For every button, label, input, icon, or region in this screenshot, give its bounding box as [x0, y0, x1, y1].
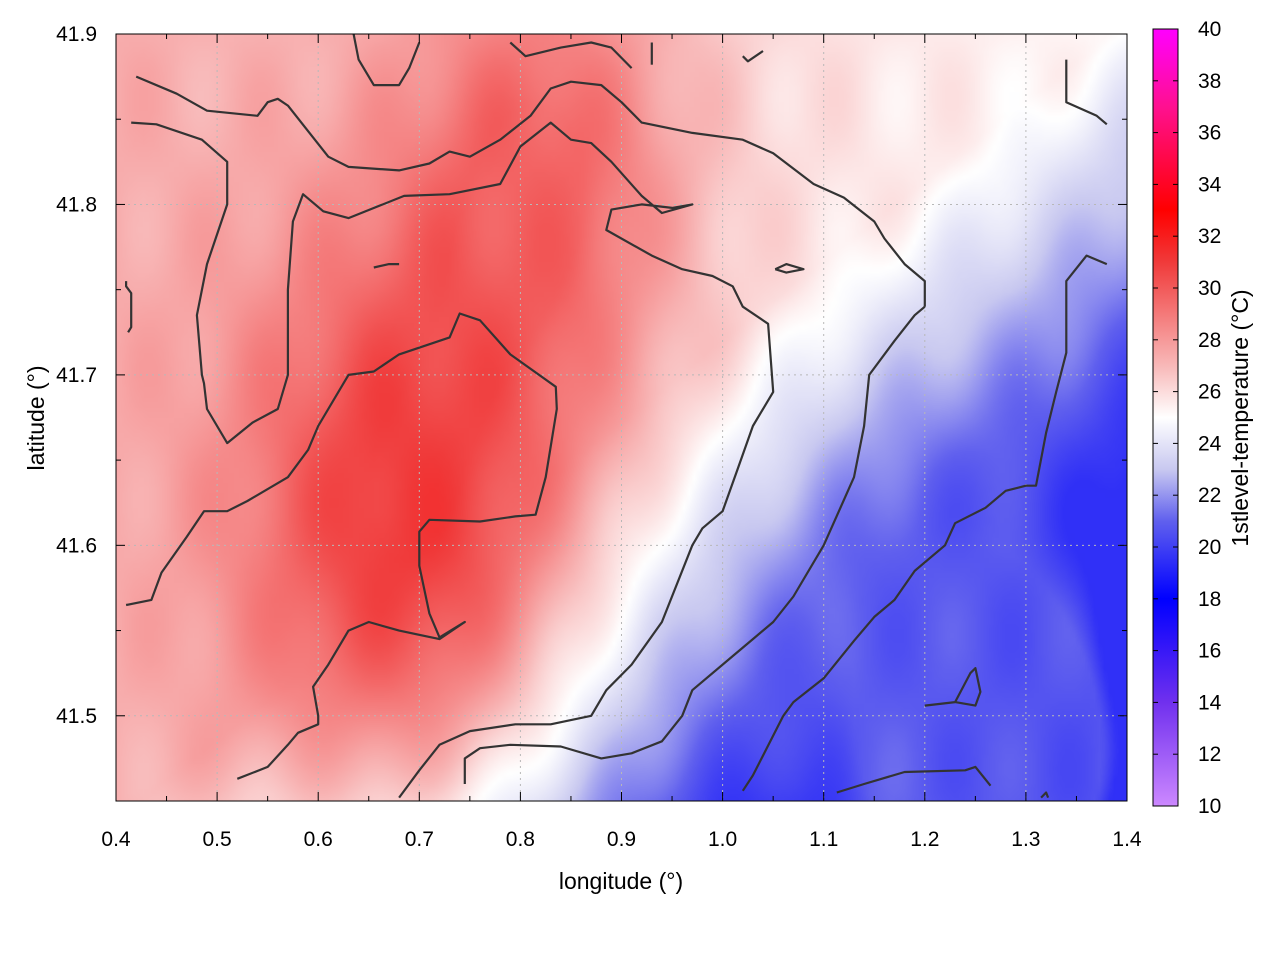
- colorbar-tick-label: 20: [1198, 536, 1221, 559]
- contour-line: [352, 34, 421, 87]
- y-tick-label: 41.9: [56, 23, 97, 46]
- contour-line: [774, 263, 805, 274]
- contour-line: [135, 75, 926, 307]
- x-tick-label: 0.5: [202, 828, 231, 851]
- x-tick-label: 1.1: [809, 828, 838, 851]
- contour-line: [924, 667, 982, 707]
- y-tick-label: 41.7: [56, 364, 97, 387]
- colorbar-tick-label: 40: [1198, 18, 1221, 41]
- y-tick-label: 41.5: [56, 705, 97, 728]
- colorbar-ticks: [1153, 28, 1178, 807]
- colorbar: 10 12 14 16 18 20 22 24 26 28 30 32 34 36 38 40 1stleve…: [1152, 18, 1253, 818]
- colorbar-tick-label: 38: [1198, 70, 1221, 93]
- colorbar-title: 1stlevel-temperature (°C): [1227, 289, 1253, 546]
- plot-frame: [115, 33, 1128, 802]
- colorbar-scale: [1152, 28, 1179, 807]
- y-axis-tick-labels: 41.5 41.6 41.7 41.8 41.9: [56, 23, 97, 728]
- axis-ticks: [115, 33, 1128, 802]
- colorbar-tick-label: 26: [1198, 381, 1221, 404]
- contour-line: [1065, 59, 1108, 126]
- colorbar-tick-label: 12: [1198, 743, 1221, 766]
- x-tick-label: 0.9: [607, 828, 636, 851]
- contour-lines: [125, 34, 1108, 799]
- x-tick-label: 1.4: [1112, 828, 1142, 851]
- colorbar-tick-label: 22: [1198, 484, 1221, 507]
- contour-line: [742, 50, 764, 63]
- contour-line: [125, 281, 133, 333]
- contour-line: [836, 765, 992, 794]
- x-tick-label: 0.7: [405, 828, 434, 851]
- x-axis-tick-labels: 0.4 0.5 0.6 0.7 0.8 0.9 1.0 1.1 1.2 1.3 1.4: [101, 828, 1142, 851]
- contour-line: [125, 312, 558, 780]
- colorbar-tick-label: 14: [1198, 691, 1222, 714]
- contour-line: [131, 121, 775, 799]
- contour-line: [741, 254, 1108, 792]
- x-tick-label: 0.4: [101, 828, 131, 851]
- colorbar-tick-label: 28: [1198, 329, 1221, 352]
- contour-line: [463, 305, 926, 784]
- x-tick-label: 1.2: [910, 828, 939, 851]
- contour-line: [373, 263, 400, 269]
- colorbar-tick-label: 10: [1198, 795, 1221, 818]
- colorbar-tick-label: 18: [1198, 588, 1221, 611]
- contour-line: [509, 41, 633, 69]
- x-axis-title: longitude (°): [559, 868, 683, 894]
- x-tick-label: 1.0: [708, 828, 737, 851]
- contour-line: [1040, 791, 1050, 799]
- x-tick-label: 0.8: [506, 828, 535, 851]
- x-tick-label: 0.6: [304, 828, 333, 851]
- y-tick-label: 41.8: [56, 193, 97, 216]
- y-axis-title: latitude (°): [23, 365, 49, 470]
- colorbar-tick-label: 34: [1198, 173, 1222, 196]
- colorbar-tick-label: 32: [1198, 225, 1221, 248]
- colorbar-tick-label: 16: [1198, 640, 1221, 663]
- y-tick-label: 41.6: [56, 534, 97, 557]
- x-tick-label: 1.3: [1011, 828, 1040, 851]
- colorbar-tick-label: 36: [1198, 122, 1221, 145]
- colorbar-tick-label: 24: [1198, 432, 1222, 455]
- colorbar-tick-label: 30: [1198, 277, 1221, 300]
- colorbar-tick-labels: 10 12 14 16 18 20 22 24 26 28 30 32 34 36 38 40: [1198, 18, 1222, 818]
